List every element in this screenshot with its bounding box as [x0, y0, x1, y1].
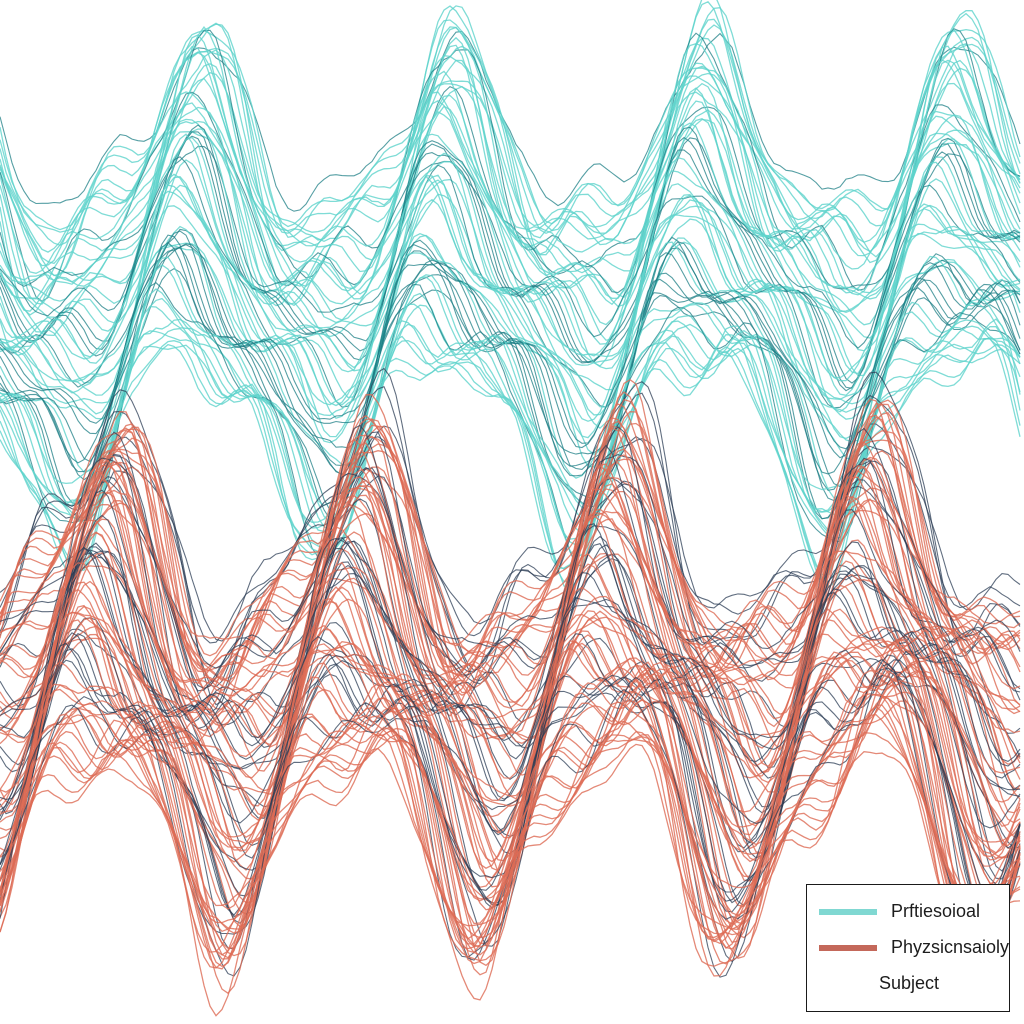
series-2 — [0, 367, 1021, 1017]
series-2-line — [0, 540, 1021, 767]
series-1-line — [0, 28, 1021, 302]
series-1-line — [0, 18, 1021, 246]
series-1-line — [0, 326, 1021, 583]
series-1-line — [0, 156, 1021, 409]
legend-subject-label: Subject — [879, 973, 940, 993]
series-2-line — [0, 491, 1021, 760]
series-2-line — [0, 731, 1021, 969]
series-2-line — [0, 743, 1021, 954]
legend: Prftiesoioal Phyzsicnsaioly Subject — [806, 884, 1010, 1012]
series-1-line — [0, 173, 1021, 429]
series-2-line — [0, 378, 1021, 694]
series-1-line — [0, 30, 1021, 212]
legend-label-2: Phyzsicnsaioly — [891, 937, 1010, 957]
series-2-line — [0, 385, 1021, 688]
legend-swatch-1 — [819, 908, 877, 915]
legend-swatch-2 — [819, 944, 877, 951]
series-2-line — [0, 670, 1021, 965]
series-2-line — [0, 469, 1021, 814]
series-1-line — [0, 59, 1021, 267]
series-2-line — [0, 442, 1021, 715]
series-1-line — [0, 198, 1021, 416]
series-1-line — [0, 175, 1021, 456]
series-2-line — [0, 448, 1021, 647]
legend-entry-1: Prftiesoioal — [807, 901, 980, 922]
legend-entry-2: Phyzsicnsaioly — [807, 937, 1009, 958]
series-1-line — [0, 111, 1021, 326]
series-2-line — [0, 617, 1021, 908]
series-2-line — [0, 633, 1021, 878]
series-1-line — [0, 175, 1021, 408]
series-2-line — [0, 542, 1021, 849]
series-2-line — [0, 540, 1021, 763]
series-2-line — [0, 687, 1021, 1017]
series-1-line — [0, 318, 1021, 589]
series-1-line — [0, 70, 1021, 341]
series-2-line — [0, 532, 1021, 851]
series-2-line — [0, 531, 1021, 765]
legend-label-1: Prftiesoioal — [891, 901, 981, 921]
series-2-line — [0, 580, 1021, 828]
series-1-line — [0, 336, 1021, 576]
series-1-line — [0, 234, 1021, 422]
series-2-line — [0, 554, 1021, 847]
series-2-line — [0, 484, 1021, 690]
series-1-line — [0, 87, 1021, 377]
series-2-line — [0, 681, 1021, 948]
series-2-line — [0, 462, 1021, 715]
series-2-line — [0, 514, 1021, 859]
series-1-line — [0, 44, 1021, 313]
series-1-line — [0, 100, 1021, 352]
series-2-line — [0, 435, 1021, 711]
series-1-line — [0, 0, 1021, 277]
series-2-line — [0, 367, 1021, 706]
series-2-line — [0, 466, 1021, 693]
series-2-line — [0, 543, 1021, 814]
